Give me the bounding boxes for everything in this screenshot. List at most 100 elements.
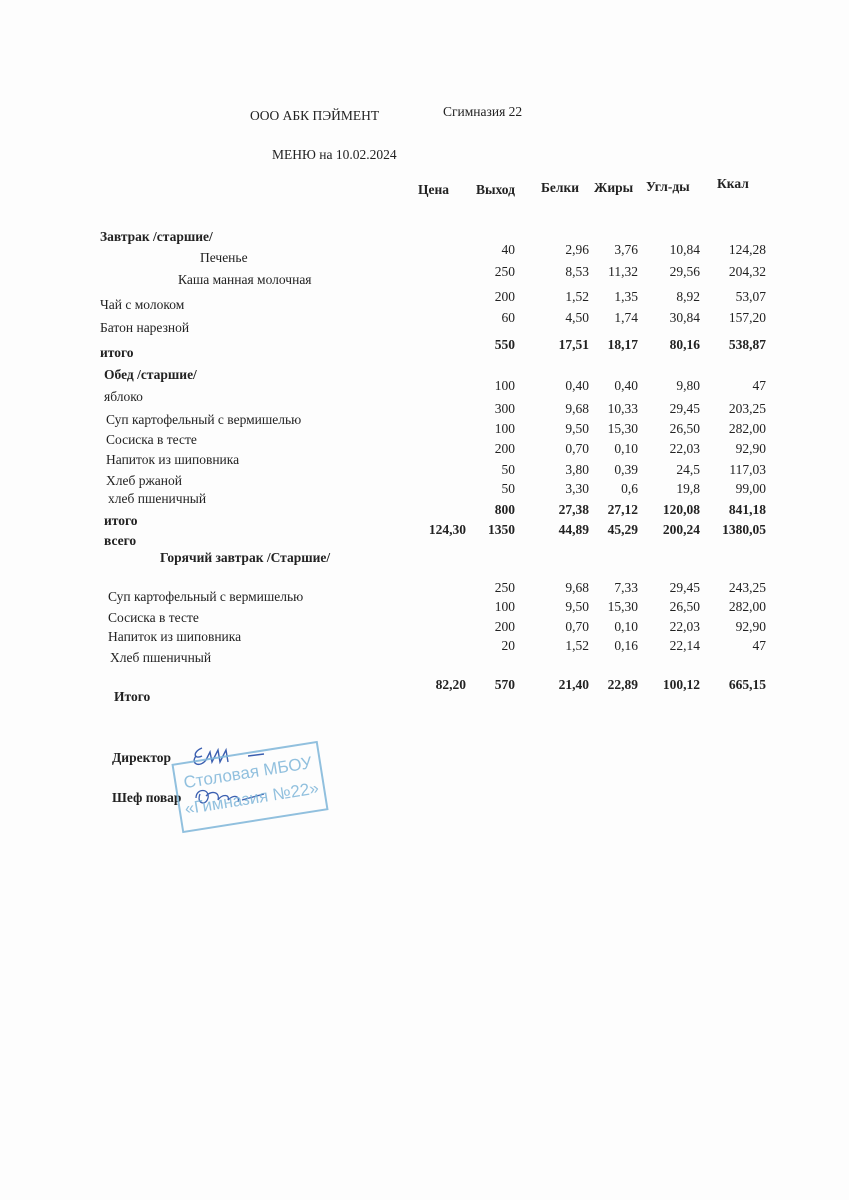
dish-name: Сосиска в тесте (106, 432, 197, 447)
cell-k: 243,25 (728, 580, 766, 595)
cell-out: 200 (494, 289, 515, 304)
dish-name: Каша манная молочная (178, 272, 312, 287)
cell-c: 100,12 (662, 677, 700, 692)
cell-k: 282,00 (728, 599, 766, 614)
cell-c: 19,8 (676, 481, 700, 496)
dish-name: Хлеб ржаной (106, 473, 182, 488)
cell-c: 30,84 (669, 310, 700, 325)
cell-f: 45,29 (607, 522, 638, 537)
col-price: Цена (418, 182, 450, 197)
director-label: Директор (112, 750, 172, 765)
cell-b: 4,50 (565, 310, 589, 325)
cell-k: 203,25 (728, 401, 766, 416)
cell-c: 120,08 (662, 502, 700, 517)
cell-b: 0,70 (565, 619, 589, 634)
cell-b: 21,40 (558, 677, 589, 692)
cell-c: 29,45 (669, 580, 700, 595)
cell-out: 550 (494, 337, 515, 352)
cell-c: 9,80 (676, 378, 700, 393)
cell-b: 1,52 (565, 638, 589, 653)
cell-f: 27,12 (607, 502, 638, 517)
dish-name: итого (100, 345, 134, 360)
cell-c: 8,92 (676, 289, 700, 304)
cell-b: 3,30 (565, 481, 589, 496)
cell-c: 80,16 (669, 337, 700, 352)
cell-out: 40 (501, 242, 516, 257)
cell-c: 24,5 (676, 462, 700, 477)
cell-b: 0,40 (565, 378, 589, 393)
dish-name: Чай с молоком (100, 297, 185, 312)
cell-c: 29,45 (669, 401, 700, 416)
cell-k: 124,28 (728, 242, 766, 257)
director-signature (193, 747, 265, 766)
cell-c: 22,03 (669, 441, 700, 456)
cell-out: 800 (494, 502, 515, 517)
dish-name: Суп картофельный с вермишелью (108, 589, 304, 604)
cell-f: 0,10 (614, 441, 638, 456)
cell-b: 3,80 (565, 462, 589, 477)
col-output: Выход (476, 182, 515, 197)
cell-b: 2,96 (565, 242, 589, 257)
dish-name: Итого (114, 689, 151, 704)
dish-name: хлеб пшеничный (108, 491, 207, 506)
dish-name: яблоко (104, 389, 143, 404)
cell-c: 22,14 (669, 638, 700, 653)
cell-b: 44,89 (558, 522, 589, 537)
cell-f: 0,40 (614, 378, 638, 393)
cell-k: 538,87 (728, 337, 766, 352)
dish-name: Хлеб пшеничный (110, 650, 212, 665)
dish-name: всего (104, 533, 137, 548)
cell-b: 17,51 (558, 337, 589, 352)
col-kcal: Ккал (717, 176, 749, 191)
col-carbs: Угл-ды (646, 179, 690, 194)
cell-k: 92,90 (735, 619, 766, 634)
cell-f: 22,89 (607, 677, 638, 692)
dish-name: Батон нарезной (100, 320, 190, 335)
dish-name: Напиток из шиповника (108, 629, 242, 644)
cell-f: 10,33 (607, 401, 638, 416)
cell-c: 26,50 (669, 599, 700, 614)
cell-c: 26,50 (669, 421, 700, 436)
cell-f: 0,10 (614, 619, 638, 634)
cell-k: 282,00 (728, 421, 766, 436)
cell-out: 60 (501, 310, 516, 325)
cell-k: 157,20 (728, 310, 766, 325)
cell-out: 200 (494, 619, 515, 634)
cell-price: 124,30 (428, 522, 466, 537)
cell-k: 92,90 (735, 441, 766, 456)
cell-out: 300 (494, 401, 515, 416)
cell-f: 7,33 (614, 580, 638, 595)
section-breakfast: Завтрак /старшие/ (100, 229, 213, 244)
cell-out: 50 (501, 481, 516, 496)
cell-k: 47 (752, 378, 767, 393)
cell-f: 15,30 (607, 421, 638, 436)
cell-b: 8,53 (565, 264, 589, 279)
cell-out: 20 (501, 638, 516, 653)
cell-f: 0,6 (621, 481, 638, 496)
dish-name: Печенье (200, 250, 248, 265)
cell-k: 204,32 (728, 264, 766, 279)
cell-b: 0,70 (565, 441, 589, 456)
cell-b: 9,68 (565, 401, 589, 416)
chef-label: Шеф повар (112, 790, 182, 805)
school-name: Сгимназия 22 (443, 104, 523, 119)
cell-f: 11,32 (608, 264, 638, 279)
col-fat: Жиры (594, 180, 634, 195)
cell-out: 1350 (488, 522, 515, 537)
cell-b: 1,52 (565, 289, 589, 304)
section-hot-breakfast: Горячий завтрак /Старшие/ (160, 550, 331, 565)
cell-price: 82,20 (435, 677, 466, 692)
cell-k: 53,07 (735, 289, 766, 304)
chef-signature (195, 789, 265, 804)
dish-name: Суп картофельный с вермишелью (106, 412, 302, 427)
cell-f: 1,74 (614, 310, 638, 325)
cell-c: 29,56 (669, 264, 700, 279)
cell-k: 47 (752, 638, 767, 653)
company-name: ООО АБК ПЭЙМЕНТ (250, 108, 380, 123)
cell-k: 117,03 (729, 462, 766, 477)
cell-out: 100 (494, 421, 515, 436)
cell-f: 15,30 (607, 599, 638, 614)
cell-f: 18,17 (607, 337, 638, 352)
cell-c: 200,24 (662, 522, 700, 537)
dish-name: Сосиска в тесте (108, 610, 199, 625)
